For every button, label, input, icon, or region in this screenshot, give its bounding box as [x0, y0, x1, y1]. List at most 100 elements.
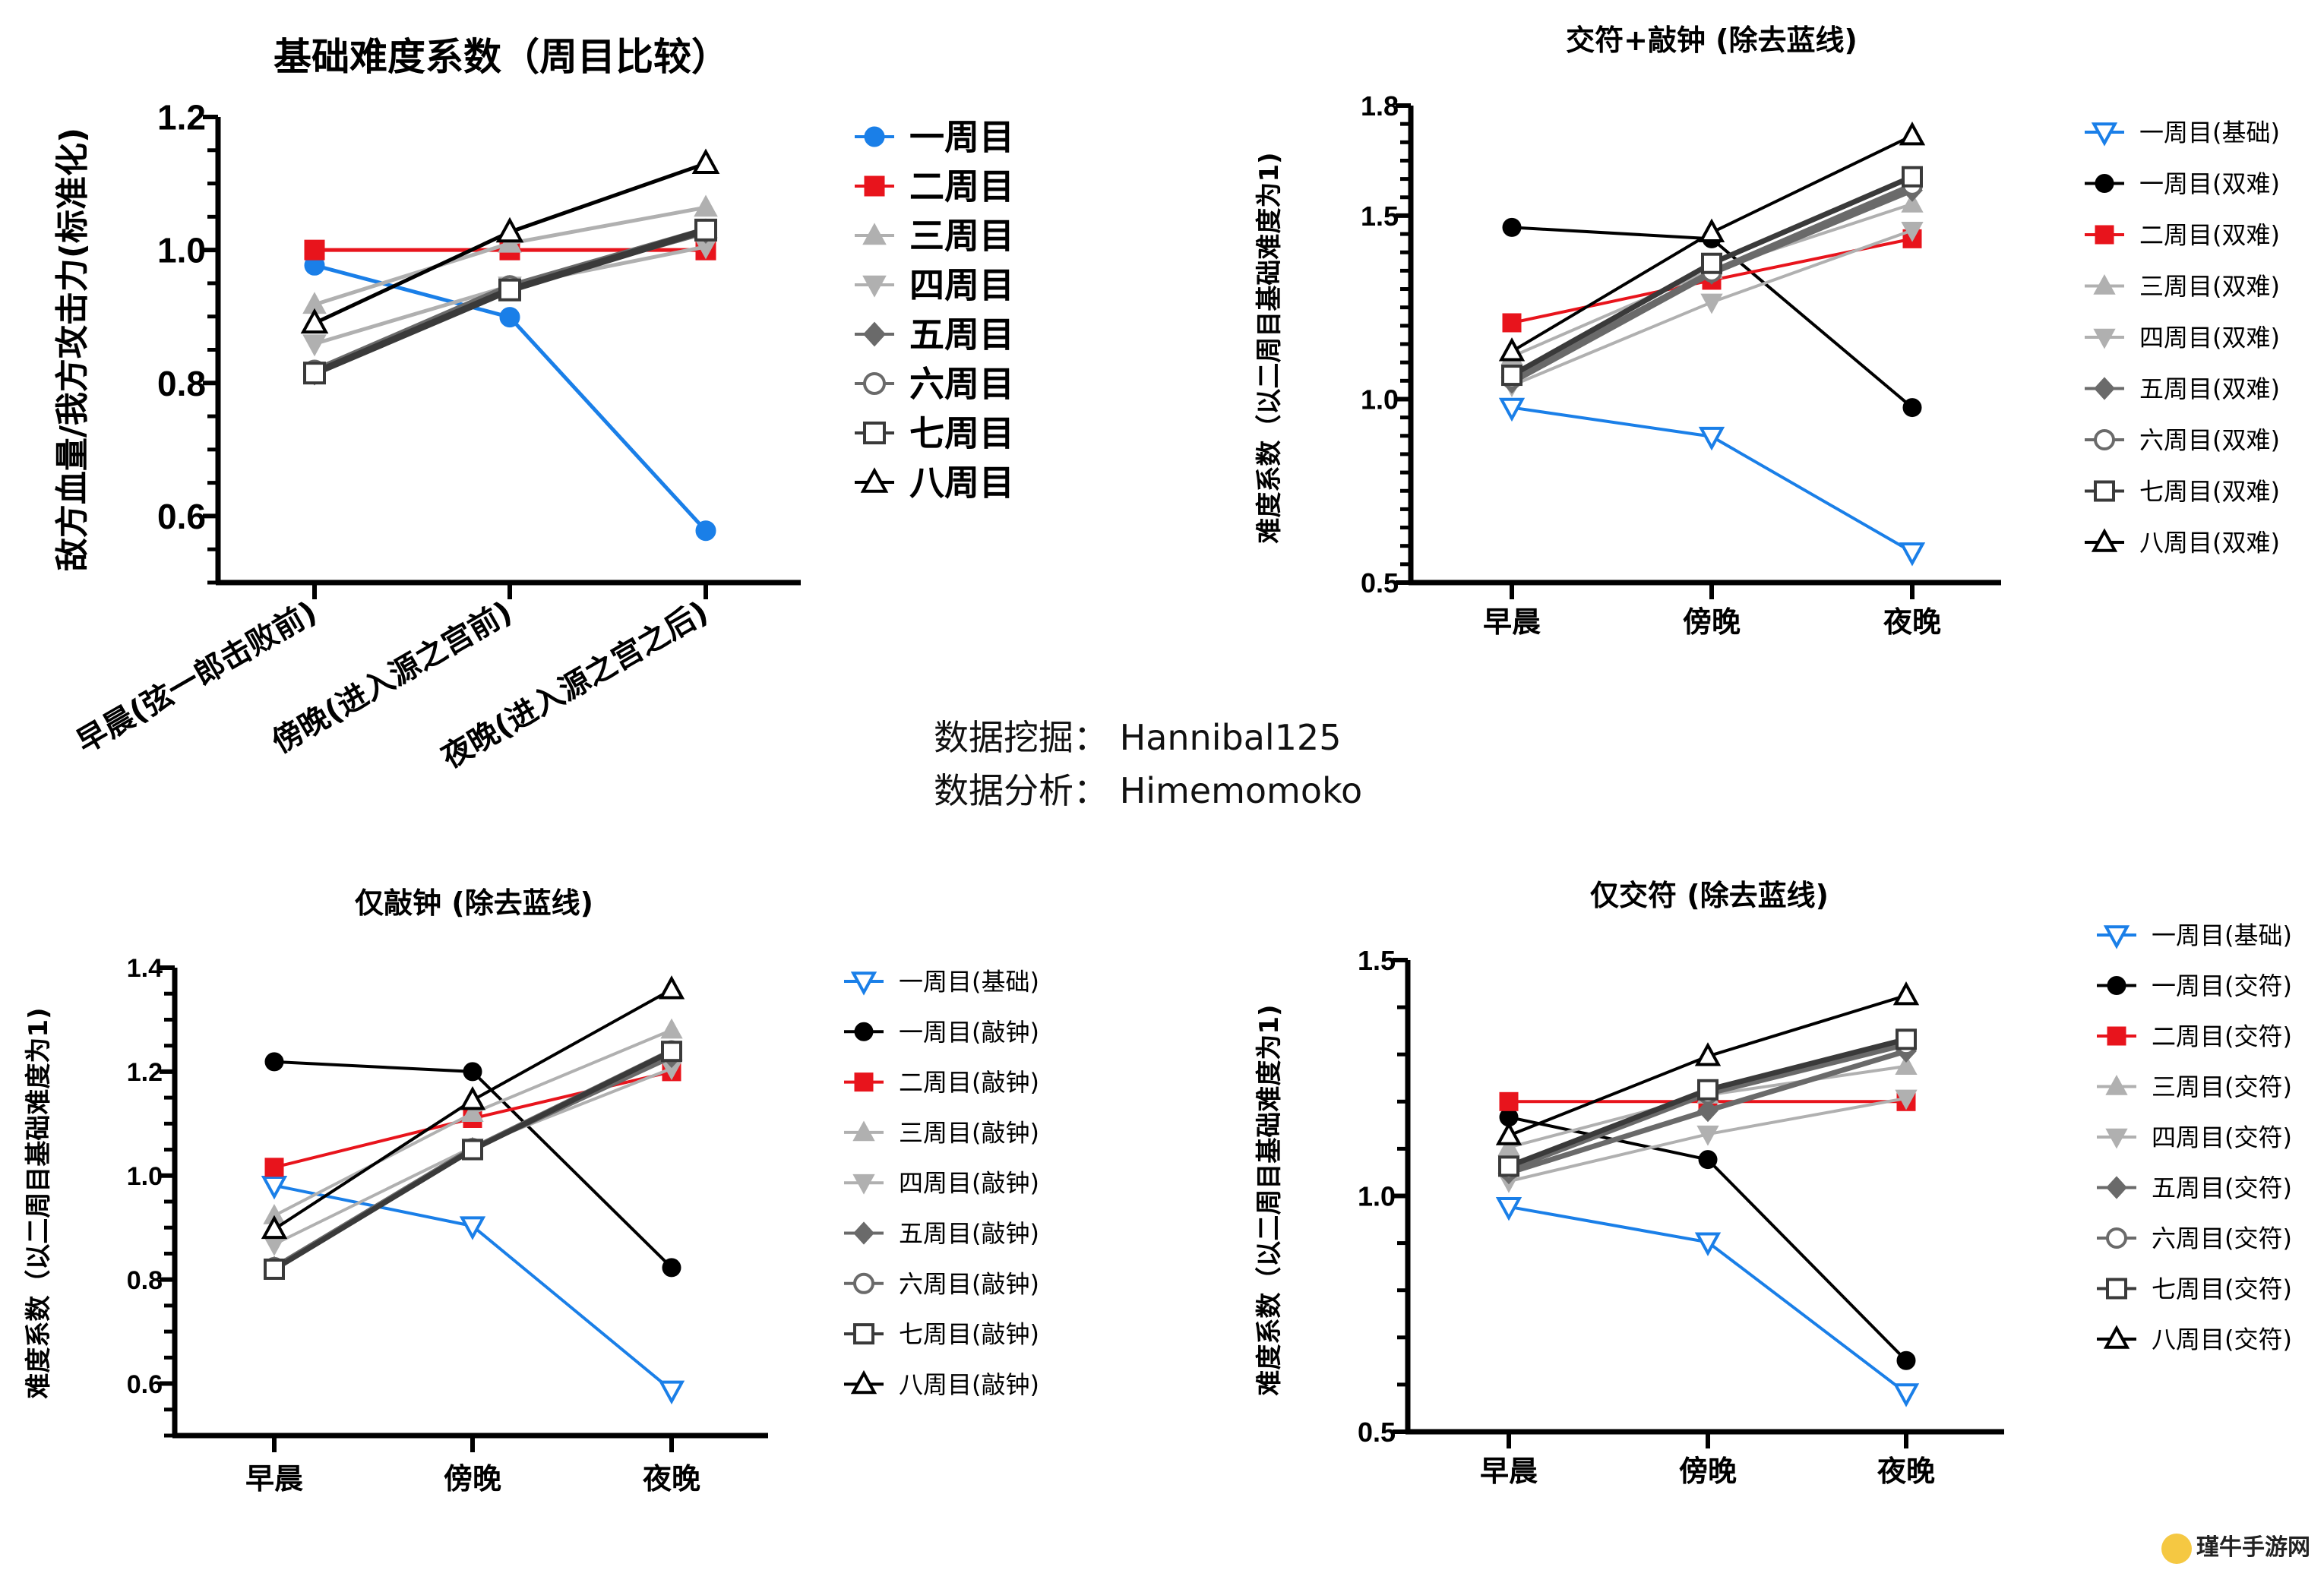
y-tick-label: 0.8	[157, 364, 206, 403]
data-point	[1902, 398, 1922, 418]
x-tick-label: 傍晚	[1679, 1455, 1737, 1488]
data-point	[1502, 313, 1522, 333]
legend-item: 七周目	[855, 413, 1014, 454]
series-8	[264, 1041, 682, 1280]
legend-label: 三周目	[909, 216, 1014, 257]
legend-item: 一周目(基础)	[844, 968, 1039, 997]
series-9	[1495, 981, 1920, 1145]
legend-marker	[2107, 976, 2126, 995]
legend-label: 三周目(敲钟)	[899, 1118, 1039, 1147]
legend-marker	[2107, 1026, 2126, 1046]
legend-label: 七周目(交符)	[2152, 1275, 2292, 1303]
legend-label: 五周目	[909, 314, 1014, 355]
legend-label: 一周目(交符)	[2152, 971, 2292, 1000]
data-point	[1698, 426, 1725, 451]
data-point	[459, 1085, 486, 1110]
legend-item: 一周目(双难)	[2085, 169, 2280, 198]
data-point	[694, 218, 717, 242]
legend-label: 八周目(双难)	[2139, 529, 2280, 558]
chart-4: 仅交符 (除去蓝线) 难度系数（以二周目基础难度为1) 0.5 1.0 1.5 早晨 傍晚 夜…	[1254, 879, 2292, 1488]
legend-marker	[863, 372, 886, 395]
data-point	[1901, 192, 1924, 213]
series-1	[1498, 397, 1926, 567]
data-point	[498, 278, 521, 302]
legend-marker	[853, 1323, 874, 1345]
y-tick-label: 1.0	[1361, 384, 1399, 415]
data-point	[695, 520, 716, 542]
series-1	[1495, 1196, 1920, 1407]
y-axis-label: 难度系数（以二周目基础难度为1)	[24, 1007, 54, 1398]
legend-label: 六周目(双难)	[2139, 426, 2280, 455]
legend-item: 二周目(敲钟)	[844, 1068, 1039, 1097]
y-tick-label: 1.5	[1361, 201, 1399, 232]
legend-item: 一周目(基础)	[2085, 118, 2280, 147]
series-8	[1498, 1028, 1917, 1177]
series-8	[300, 148, 720, 334]
legend-item: 五周目(敲钟)	[844, 1219, 1039, 1248]
legend-item: 七周目(双难)	[2085, 477, 2280, 506]
y-axis-label: 难度系数（以二周目基础难度为1)	[1254, 1004, 1285, 1395]
legend-marker	[853, 1272, 874, 1294]
legend-item: 六周目(交符)	[2097, 1224, 2292, 1253]
data-point	[1694, 1232, 1722, 1256]
chart-2: 交符+敲钟 (除去蓝线) 难度系数（以二周目基础难度为1) 0.5 1.0 1.5 1.8…	[1254, 24, 2280, 639]
x-tick-label: 早晨	[1480, 1455, 1538, 1488]
chart-title: 交符+敲钟 (除去蓝线)	[1566, 24, 1858, 57]
legend-item: 八周目(双难)	[2085, 528, 2280, 558]
chart-title: 仅敲钟 (除去蓝线)	[355, 886, 593, 920]
data-point	[304, 239, 325, 261]
legend-label: 四周目(双难)	[2139, 324, 2280, 352]
data-point	[1895, 1089, 1918, 1110]
legend-label: 一周目(基础)	[2152, 921, 2292, 950]
legend-marker	[2094, 377, 2115, 400]
credit-data-analysis: 数据分析： Himemomoko	[934, 770, 1363, 811]
data-point	[658, 975, 685, 1000]
legend-label: 八周目(敲钟)	[899, 1370, 1039, 1399]
data-point	[462, 1139, 483, 1161]
data-point	[1498, 1155, 1519, 1177]
data-point	[499, 307, 520, 328]
data-point	[661, 1041, 682, 1063]
legend-label: 四周目	[909, 265, 1014, 306]
legend-marker	[860, 467, 889, 493]
legend-item: 三周目(交符)	[2097, 1072, 2292, 1101]
legend-label: 七周目	[909, 413, 1014, 454]
data-point	[1901, 221, 1924, 242]
legend-label: 五周目(敲钟)	[899, 1219, 1039, 1248]
data-point	[660, 1018, 683, 1039]
series-9	[261, 975, 685, 1240]
legend-marker	[850, 971, 877, 996]
data-point	[1899, 542, 1926, 567]
legend-label: 一周目(敲钟)	[899, 1018, 1039, 1047]
series-4	[263, 1018, 683, 1224]
legend-marker	[2094, 480, 2115, 502]
legend-item: 四周目(敲钟)	[844, 1169, 1039, 1198]
y-tick-label: 1.5	[1358, 945, 1396, 976]
data-point	[261, 1215, 288, 1240]
y-tick-label: 1.2	[157, 98, 206, 137]
data-point	[302, 334, 327, 357]
y-tick-label: 1.4	[127, 954, 163, 983]
legend-label: 七周目(敲钟)	[899, 1320, 1039, 1349]
series-8	[1501, 166, 1923, 387]
data-point	[1502, 217, 1522, 237]
data-point	[1896, 1028, 1917, 1050]
x-tick-label: 傍晚	[444, 1462, 501, 1496]
data-point	[1501, 365, 1522, 387]
legend-item: 五周目(交符)	[2097, 1174, 2292, 1202]
data-point	[1697, 1098, 1718, 1123]
chart-title: 仅交符 (除去蓝线)	[1590, 879, 1829, 912]
y-tick-label: 0.5	[1361, 567, 1399, 599]
data-point	[459, 1216, 486, 1240]
mascot-icon	[2161, 1534, 2192, 1564]
legend-label: 一周目(基础)	[2139, 118, 2280, 147]
legend-item: 四周目(交符)	[2097, 1123, 2292, 1152]
legend-marker	[854, 1072, 874, 1092]
data-point	[1498, 337, 1526, 362]
legend-item: 五周目	[855, 314, 1014, 355]
x-tick-label: 早晨	[245, 1462, 303, 1496]
legend-marker	[863, 321, 886, 347]
data-point	[300, 308, 329, 334]
legend-marker	[2106, 1176, 2127, 1199]
